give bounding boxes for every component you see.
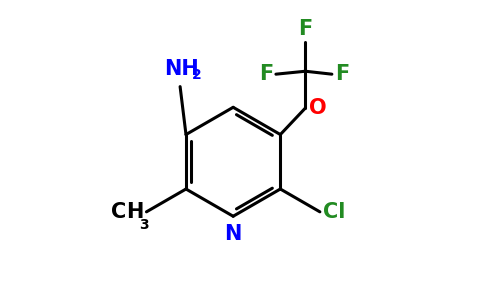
Text: NH: NH	[164, 59, 198, 79]
Text: N: N	[225, 224, 242, 244]
Text: F: F	[335, 64, 349, 84]
Text: H: H	[126, 202, 144, 222]
Text: 3: 3	[139, 218, 148, 232]
Text: O: O	[309, 98, 327, 118]
Text: F: F	[298, 19, 313, 39]
Text: F: F	[259, 64, 273, 84]
Text: Cl: Cl	[323, 202, 345, 222]
Text: 2: 2	[192, 68, 202, 82]
Text: C: C	[111, 202, 126, 222]
